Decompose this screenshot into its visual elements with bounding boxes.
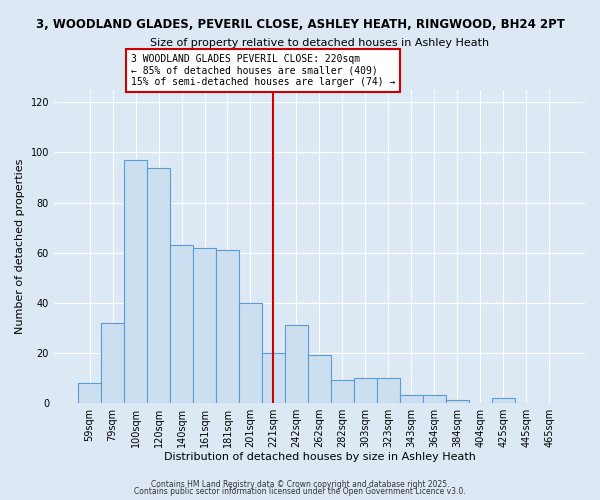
Y-axis label: Number of detached properties: Number of detached properties xyxy=(15,158,25,334)
Bar xyxy=(492,398,515,402)
Title: Size of property relative to detached houses in Ashley Heath: Size of property relative to detached ho… xyxy=(150,38,489,48)
Bar xyxy=(101,322,124,402)
Bar xyxy=(400,395,423,402)
Bar xyxy=(216,250,239,402)
Bar xyxy=(124,160,147,402)
Bar xyxy=(423,395,446,402)
Bar xyxy=(377,378,400,402)
Text: Contains HM Land Registry data © Crown copyright and database right 2025.: Contains HM Land Registry data © Crown c… xyxy=(151,480,449,489)
Bar xyxy=(285,325,308,402)
Bar xyxy=(147,168,170,402)
Bar xyxy=(262,352,285,403)
Bar xyxy=(446,400,469,402)
Bar xyxy=(331,380,354,402)
Bar xyxy=(354,378,377,402)
Text: 3 WOODLAND GLADES PEVERIL CLOSE: 220sqm
← 85% of detached houses are smaller (40: 3 WOODLAND GLADES PEVERIL CLOSE: 220sqm … xyxy=(131,54,395,87)
Bar xyxy=(78,382,101,402)
Bar xyxy=(193,248,216,402)
Bar xyxy=(308,355,331,403)
Bar xyxy=(239,302,262,402)
Text: 3, WOODLAND GLADES, PEVERIL CLOSE, ASHLEY HEATH, RINGWOOD, BH24 2PT: 3, WOODLAND GLADES, PEVERIL CLOSE, ASHLE… xyxy=(35,18,565,30)
Text: Contains public sector information licensed under the Open Government Licence v3: Contains public sector information licen… xyxy=(134,487,466,496)
Bar xyxy=(170,245,193,402)
X-axis label: Distribution of detached houses by size in Ashley Heath: Distribution of detached houses by size … xyxy=(164,452,475,462)
